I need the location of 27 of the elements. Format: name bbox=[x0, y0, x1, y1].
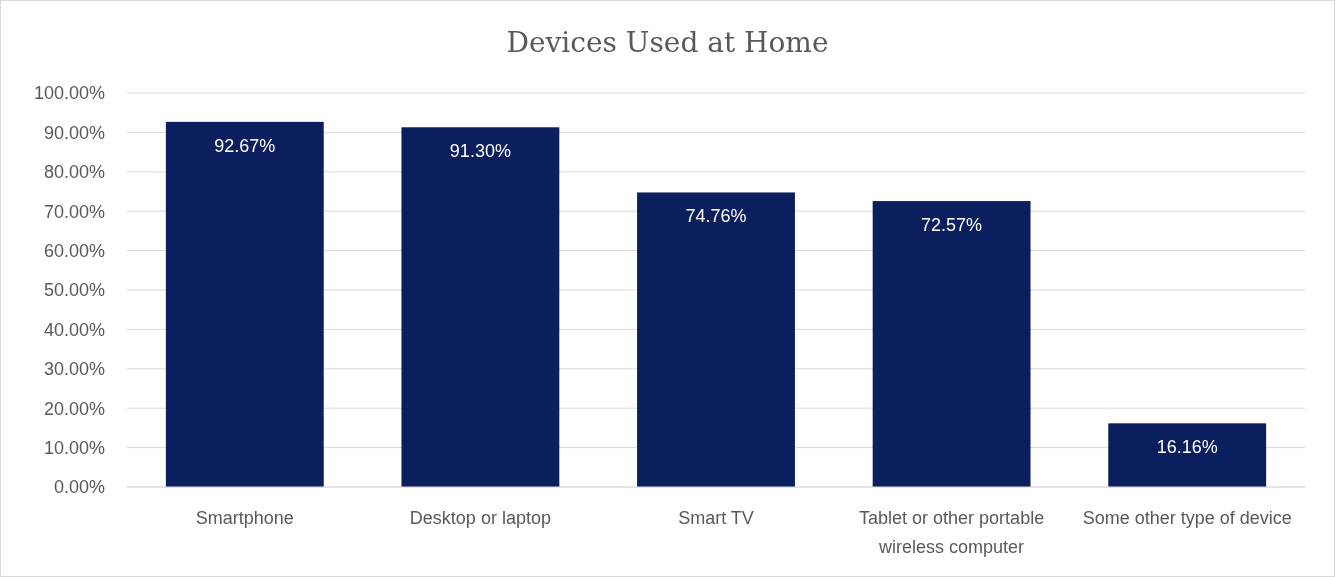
y-tick-label: 50.00% bbox=[43, 280, 105, 301]
data-label: 74.76% bbox=[685, 206, 747, 227]
y-tick-label: 60.00% bbox=[43, 240, 105, 261]
data-label: 16.16% bbox=[1156, 437, 1218, 458]
y-tick-label: 20.00% bbox=[43, 398, 105, 419]
bar bbox=[637, 192, 795, 487]
x-tick-label: Tablet or other portable wireless computer bbox=[859, 508, 1045, 557]
x-tick-label: Desktop or laptop bbox=[409, 508, 551, 528]
y-tick-label: 70.00% bbox=[43, 201, 105, 222]
data-label: 92.67% bbox=[214, 135, 276, 156]
y-tick-label: 80.00% bbox=[43, 162, 105, 183]
data-label: 91.30% bbox=[449, 141, 511, 162]
data-label: 72.57% bbox=[921, 215, 983, 236]
x-tick-label: Smartphone bbox=[195, 508, 294, 528]
bar bbox=[401, 127, 560, 487]
bar bbox=[1108, 423, 1267, 487]
y-tick-label: 40.00% bbox=[43, 319, 105, 340]
bar bbox=[872, 201, 1031, 487]
bar bbox=[165, 121, 324, 487]
y-tick-label: 0.00% bbox=[53, 477, 105, 498]
y-tick-label: 30.00% bbox=[43, 359, 105, 380]
x-tick-label: Some other type of device bbox=[1082, 508, 1292, 528]
y-tick-label: 10.00% bbox=[43, 437, 105, 458]
x-tick-label: Smart TV bbox=[678, 508, 754, 528]
y-tick-label: 90.00% bbox=[43, 122, 105, 143]
y-tick-label: 100.00% bbox=[33, 83, 105, 104]
chart-title: Devices Used at Home bbox=[506, 26, 829, 59]
